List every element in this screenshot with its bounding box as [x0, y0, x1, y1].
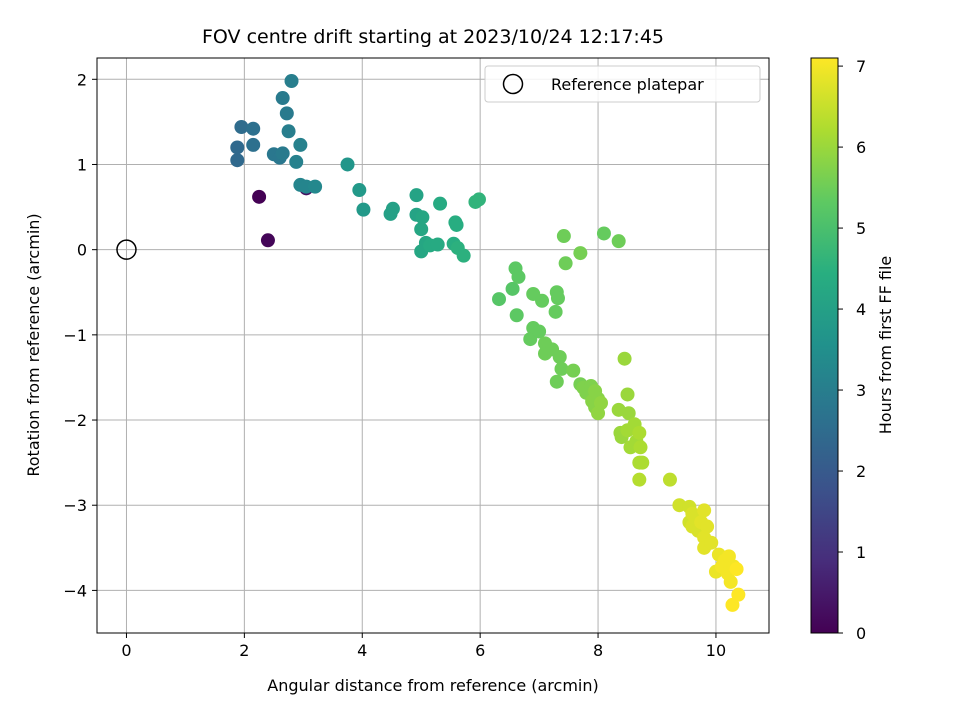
y-tick-label: −1: [63, 326, 87, 345]
data-point: [385, 201, 400, 216]
data-point: [548, 304, 563, 319]
data-point: [632, 472, 647, 487]
data-point: [230, 153, 245, 168]
data-point: [456, 248, 471, 263]
x-tick-label: 0: [121, 641, 131, 660]
data-point: [532, 324, 547, 339]
colorbar-tick-label: 3: [856, 381, 866, 400]
data-point: [505, 281, 520, 296]
x-tick-label: 10: [706, 641, 726, 660]
data-point: [723, 574, 738, 589]
colorbar-ticks: 0 1 2 3 4 5 6 7: [838, 57, 866, 643]
data-point: [509, 308, 524, 323]
colorbar-label: Hours from first FF file: [876, 256, 895, 435]
data-point: [556, 229, 571, 244]
reference-point-marker: [116, 239, 137, 260]
data-point: [596, 226, 611, 241]
data-point: [340, 157, 355, 172]
data-point: [246, 121, 261, 136]
x-axis-label: Angular distance from reference (arcmin): [267, 676, 598, 695]
data-point: [356, 202, 371, 217]
data-point: [275, 146, 290, 161]
legend-label: Reference platepar: [551, 75, 704, 94]
data-point: [549, 374, 564, 389]
data-point: [633, 440, 648, 455]
y-axis-label: Rotation from reference (arcmin): [24, 213, 43, 476]
x-tick-label: 8: [593, 641, 603, 660]
y-tick-label: 1: [77, 155, 87, 174]
data-point: [433, 196, 448, 211]
data-point: [554, 361, 569, 376]
data-point: [281, 124, 296, 139]
legend-marker: [502, 73, 524, 95]
colorbar-tick-label: 2: [856, 462, 866, 481]
x-tick-label: 4: [357, 641, 367, 660]
data-point: [611, 234, 626, 249]
x-tick-label: 2: [239, 641, 249, 660]
x-tick-label: 6: [475, 641, 485, 660]
data-point: [700, 519, 715, 534]
data-point: [308, 179, 323, 194]
y-axis-ticks: −4 −3 −2 −1 0 1 2: [63, 70, 97, 600]
data-point: [293, 137, 308, 152]
data-point: [558, 256, 573, 271]
data-point: [279, 106, 294, 121]
y-tick-label: −2: [63, 411, 87, 430]
data-point: [662, 472, 677, 487]
colorbar-gradient: [810, 57, 839, 634]
data-point: [246, 137, 261, 152]
colorbar-tick-label: 4: [856, 300, 866, 319]
data-point: [635, 455, 650, 470]
data-point: [471, 192, 486, 207]
data-point: [632, 425, 647, 440]
data-point: [284, 74, 299, 88]
data-point: [552, 350, 567, 364]
data-point: [449, 217, 464, 232]
y-tick-label: −3: [63, 496, 87, 515]
data-point: [409, 188, 424, 203]
data-point: [430, 237, 445, 252]
data-point: [230, 140, 245, 155]
colorbar: 0 1 2 3 4 5 6 7 Hours from first FF file: [810, 57, 895, 643]
plot-frame: [96, 57, 770, 634]
data-points: [230, 74, 746, 612]
data-point: [550, 291, 565, 306]
colorbar-tick-label: 1: [856, 543, 866, 562]
data-point: [511, 269, 526, 284]
data-point: [289, 154, 304, 169]
legend-box: [484, 65, 761, 103]
data-point: [252, 189, 267, 204]
data-point: [594, 396, 608, 410]
x-axis-ticks: 0 2 4 6 8 10: [121, 633, 726, 660]
colorbar-tick-label: 0: [856, 624, 866, 643]
data-point: [566, 363, 581, 378]
data-point: [621, 406, 636, 421]
data-point: [492, 292, 507, 307]
data-point: [414, 222, 429, 237]
data-point: [234, 120, 249, 134]
data-point: [729, 562, 744, 577]
data-point: [731, 587, 746, 602]
data-point: [620, 387, 635, 402]
colorbar-tick-label: 6: [856, 138, 866, 157]
data-point: [573, 246, 588, 261]
colorbar-tick-label: 5: [856, 219, 866, 238]
colorbar-tick-label: 7: [856, 57, 866, 76]
data-point: [617, 351, 632, 366]
data-point: [704, 535, 719, 550]
y-tick-label: 0: [77, 241, 87, 260]
grid: [97, 58, 769, 633]
y-tick-label: −4: [63, 581, 87, 600]
data-point: [725, 597, 740, 612]
y-tick-label: 2: [77, 70, 87, 89]
data-point: [260, 233, 275, 248]
data-point: [275, 91, 290, 106]
data-point: [352, 183, 367, 198]
data-point: [697, 503, 712, 518]
data-point: [535, 293, 550, 308]
data-point: [415, 210, 430, 225]
chart-title: FOV centre drift starting at 2023/10/24 …: [202, 26, 664, 48]
legend: Reference platepar: [484, 65, 761, 103]
